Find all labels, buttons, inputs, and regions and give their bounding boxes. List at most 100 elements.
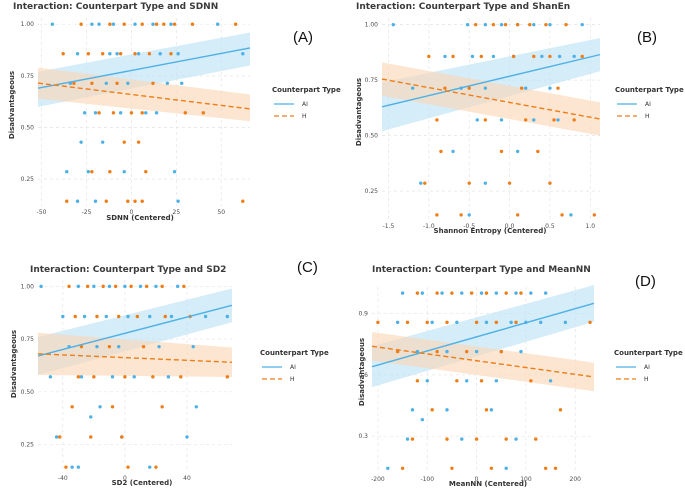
point-h [469, 291, 474, 295]
point-ai [532, 22, 536, 27]
point-h [79, 344, 84, 349]
point-h [467, 86, 471, 90]
point-h [484, 408, 489, 412]
point-ai [176, 199, 180, 203]
point-ai [89, 415, 93, 419]
point-h [154, 465, 158, 469]
point-h [129, 111, 134, 115]
point-h [67, 284, 71, 289]
point-h [514, 320, 518, 325]
panel-d-ylabel: Disadvantageous [358, 338, 366, 406]
point-ai [154, 284, 158, 289]
point-ai [82, 314, 87, 319]
point-ai [65, 170, 69, 174]
point-ai [75, 52, 80, 56]
point-h [548, 54, 552, 59]
point-ai [126, 81, 130, 85]
point-ai [445, 408, 449, 412]
point-h [85, 284, 90, 289]
y-tick-label: 0.50 [365, 133, 379, 140]
point-h [151, 375, 155, 379]
point-ai [175, 284, 180, 289]
x-tick-label: 50 [217, 209, 225, 216]
point-ai [148, 465, 152, 469]
point-h [225, 375, 230, 379]
panel-c-legend: Counterpart Type AI H [260, 349, 329, 383]
point-h [133, 199, 137, 203]
panel-d-letter: (D) [635, 273, 656, 290]
point-h [455, 379, 459, 383]
point-h [524, 118, 528, 122]
panel-c: Interaction: Counterpart Type and SD2 (C… [10, 259, 329, 487]
point-ai [203, 314, 208, 319]
point-ai [180, 81, 184, 85]
panel-b-title: Interaction: Counterpart Type and ShanEn [356, 2, 570, 12]
point-ai [157, 344, 161, 349]
point-h [172, 22, 177, 26]
point-h [484, 291, 489, 295]
point-h [376, 320, 380, 325]
point-h [90, 81, 94, 85]
point-h [147, 52, 152, 56]
point-h [435, 291, 439, 295]
point-ai [470, 54, 475, 59]
legend-title: Counterpart Type [614, 349, 683, 357]
point-h [515, 22, 520, 27]
point-ai [90, 22, 94, 26]
point-h [126, 199, 130, 203]
point-h [72, 81, 76, 85]
point-h [515, 213, 520, 217]
point-h [445, 437, 449, 441]
point-h [529, 379, 533, 383]
point-ai [467, 213, 471, 217]
panel-b-legend: Counterpart Type AI H [615, 86, 684, 120]
x-tick-label: 40 [183, 475, 191, 482]
point-h [415, 291, 420, 295]
panel-c-ylabel: Disadvantageous [10, 330, 18, 398]
point-ai [489, 408, 494, 412]
point-ai [479, 291, 484, 295]
point-h [129, 284, 133, 289]
point-ai [169, 22, 173, 26]
point-ai [100, 140, 105, 144]
point-ai [166, 375, 171, 379]
point-h [92, 375, 96, 379]
point-ai [194, 405, 199, 409]
legend-title: Counterpart Type [260, 349, 329, 357]
point-h [73, 314, 77, 319]
point-h [548, 181, 552, 185]
point-h [64, 465, 68, 469]
confidence-band-h [382, 62, 600, 136]
point-h [459, 213, 463, 217]
point-ai [460, 437, 464, 441]
point-h [395, 349, 400, 354]
point-h [70, 405, 74, 409]
point-ai [191, 344, 195, 349]
point-ai [400, 291, 405, 295]
panel-a-plot: -50 -25 0 25 50 0.25 0.50 0.75 1.00 [21, 18, 251, 216]
point-h [543, 466, 548, 470]
x-tick-label: 200 [570, 476, 582, 483]
point-ai [557, 54, 562, 59]
point-ai [122, 170, 126, 174]
point-h [435, 118, 439, 122]
point-ai [48, 375, 53, 379]
point-h [141, 344, 146, 349]
point-ai [136, 52, 141, 56]
point-ai [111, 22, 116, 26]
fit-line-h [371, 345, 595, 378]
point-h [108, 170, 112, 174]
y-tick-label: 0.50 [21, 389, 35, 396]
point-ai [118, 111, 123, 115]
point-ai [148, 314, 152, 319]
point-ai [225, 314, 230, 319]
point-h [592, 213, 597, 217]
point-h [479, 379, 484, 383]
point-ai [483, 86, 488, 90]
point-ai [92, 284, 96, 289]
point-ai [86, 170, 91, 174]
point-ai [405, 437, 410, 441]
point-ai [455, 320, 459, 325]
point-h [511, 54, 516, 59]
y-tick-label: 0.25 [365, 188, 379, 195]
